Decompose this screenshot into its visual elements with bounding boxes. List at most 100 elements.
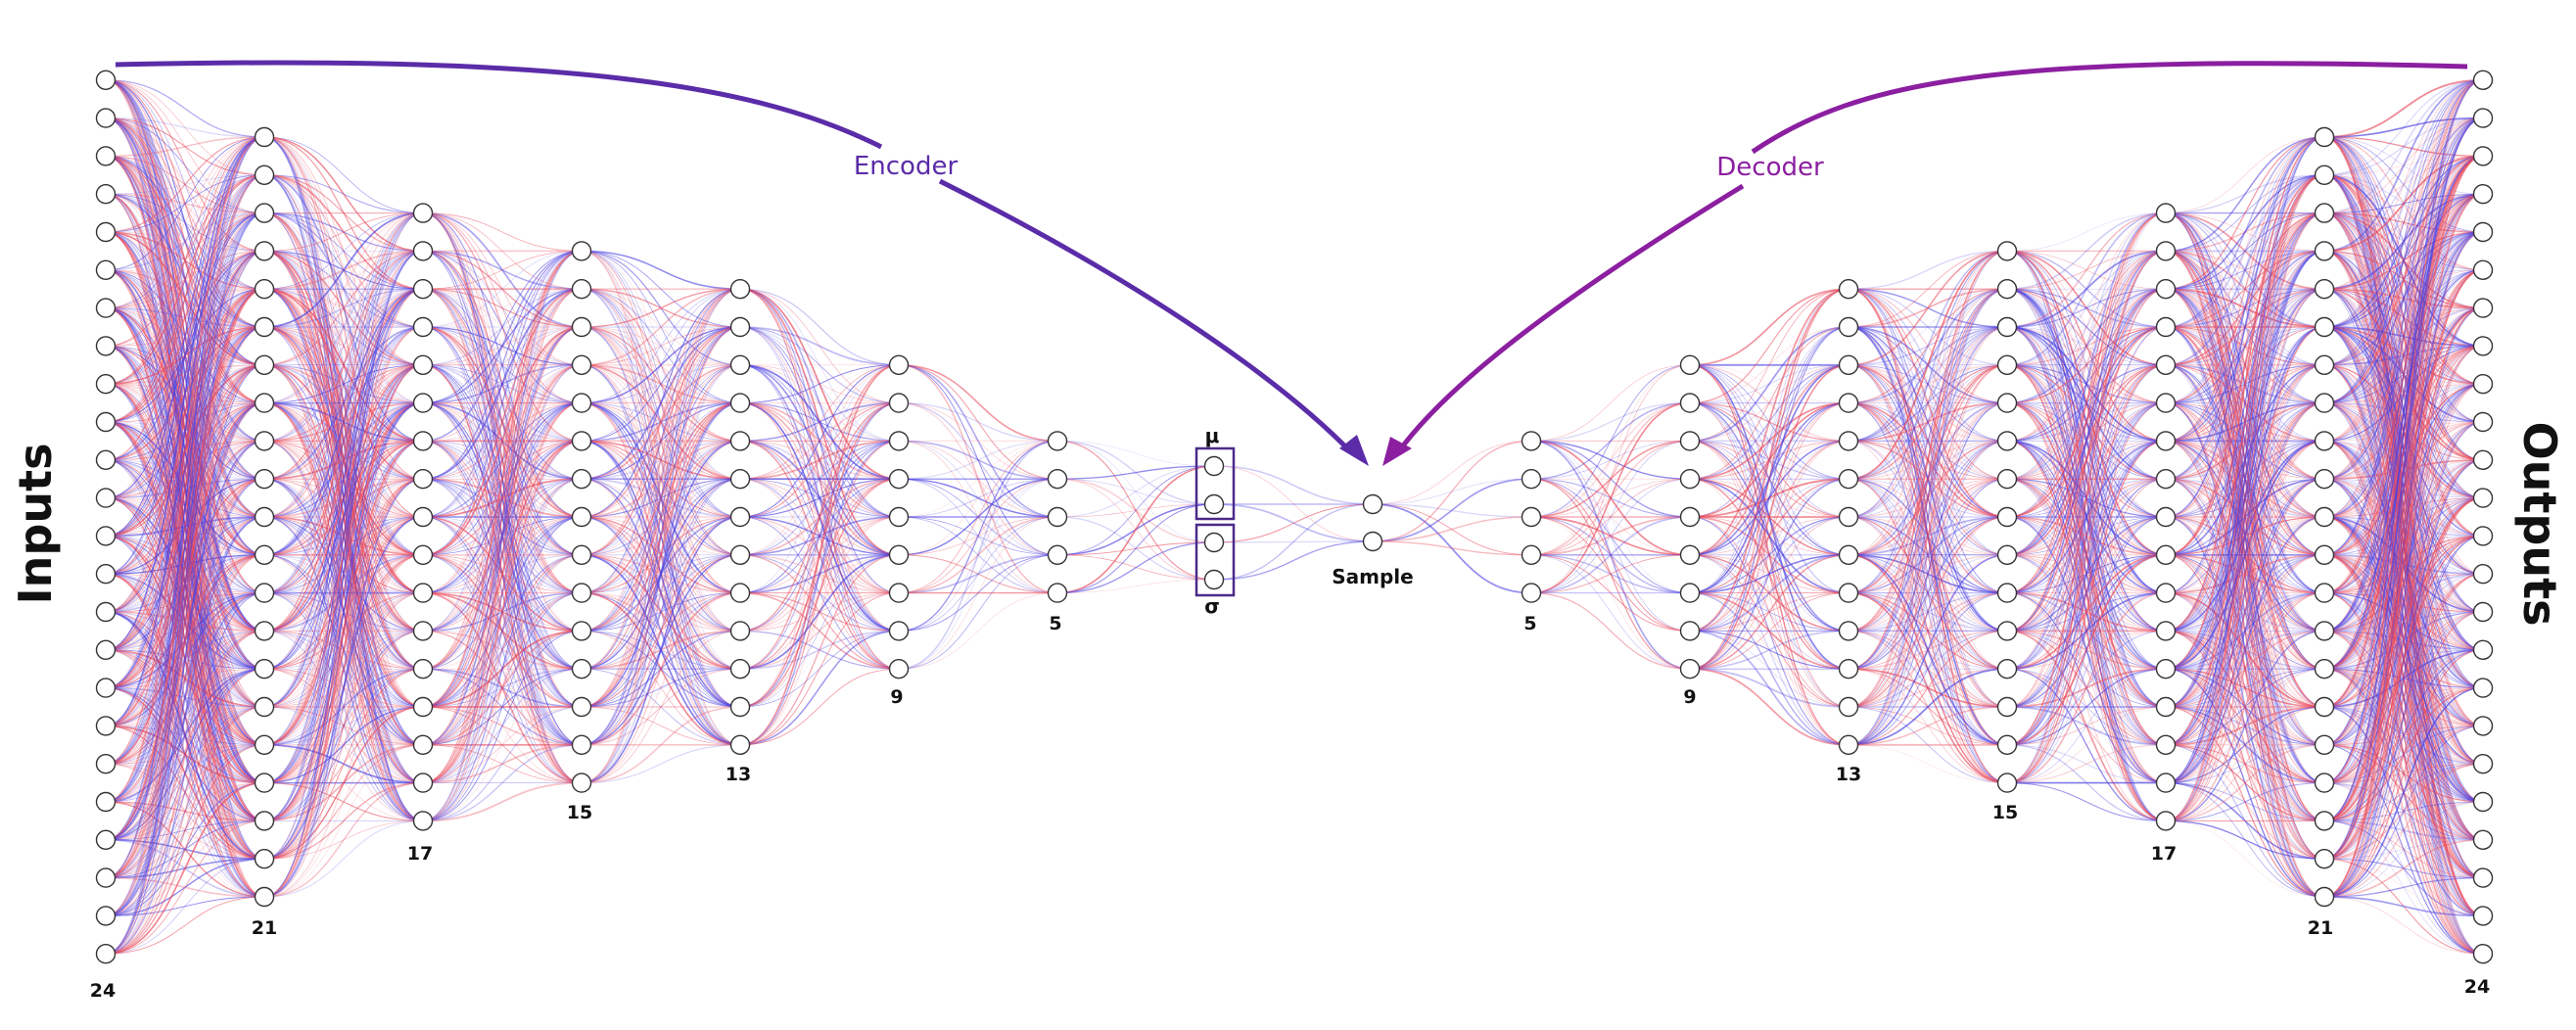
connection-edge [105, 478, 265, 955]
connection-edge [2323, 155, 2484, 671]
connection-edge [1689, 592, 1850, 670]
connection-edge [263, 363, 424, 898]
connection-edge [1848, 516, 2008, 746]
connection-layer [105, 78, 2484, 956]
connection-edge [898, 554, 1058, 632]
connection-edge [105, 516, 265, 955]
network-node [2155, 696, 2177, 718]
connection-edge [581, 250, 741, 290]
connection-edge [1689, 364, 1850, 670]
connection-edge [739, 364, 900, 404]
connection-edge [422, 326, 583, 746]
connection-edge [263, 212, 424, 252]
connection-edge [2006, 251, 2167, 403]
connection-edge [2165, 326, 2325, 746]
connection-edge [105, 858, 265, 955]
connection-edge [422, 706, 583, 822]
network-node [95, 678, 117, 698]
connection-edge [263, 288, 424, 328]
connection-edge [581, 554, 741, 632]
network-node [254, 849, 275, 869]
connection-edge [2323, 193, 2484, 898]
connection-edge [1848, 326, 2008, 518]
network-node [1838, 506, 1859, 528]
connection-edge [2006, 516, 2167, 746]
connection-edge [422, 250, 583, 556]
connection-edge [2323, 117, 2484, 366]
connection-edge [422, 402, 583, 746]
network-node [1679, 506, 1701, 528]
connection-edge [263, 478, 424, 822]
connection-edge [263, 212, 424, 403]
connection-edge [2006, 288, 2167, 784]
connection-edge [581, 591, 741, 746]
network-node [1047, 469, 1068, 490]
connection-edge [898, 478, 1058, 518]
connection-edge [1689, 553, 1850, 632]
connection-edge [2323, 231, 2484, 481]
connection-edge [2323, 838, 2484, 898]
connection-edge [739, 401, 900, 632]
connection-edge [581, 326, 741, 442]
connection-edge [581, 326, 741, 556]
connection-edge [2323, 78, 2484, 214]
connection-edge [1530, 516, 1691, 556]
connection-edge [422, 212, 583, 290]
network-node [2472, 183, 2494, 205]
connection-edge [2323, 876, 2484, 898]
connection-edge [581, 364, 741, 784]
connection-edge [2006, 250, 2167, 480]
connection-edge [105, 174, 265, 879]
connection-edge [422, 250, 583, 632]
connection-edge [2323, 383, 2484, 821]
connection-edge [2006, 212, 2167, 670]
connection-edge [1372, 440, 1532, 542]
connection-edge [105, 212, 265, 916]
connection-edge [2323, 117, 2484, 213]
connection-edge [105, 79, 265, 138]
network-node [2155, 583, 2177, 603]
connection-edge [2006, 250, 2167, 746]
connection-edge [2006, 288, 2167, 443]
connection-edge [105, 401, 265, 879]
network-node [571, 431, 592, 451]
connection-edge [2165, 706, 2325, 822]
connection-edge [422, 706, 583, 783]
network-node [571, 393, 592, 413]
connection-edge [422, 251, 583, 783]
connection-edge [581, 326, 741, 746]
connection-edge [105, 744, 265, 916]
connection-edge [263, 212, 424, 290]
network-node [2155, 659, 2177, 679]
connection-edge [105, 725, 265, 860]
connection-edge [422, 744, 583, 784]
connection-edge [1689, 631, 1850, 708]
connection-edge [2323, 79, 2484, 290]
connection-edge [2323, 193, 2484, 518]
connection-edge [1848, 251, 2008, 632]
connection-edge [422, 251, 583, 290]
connection-edge [105, 631, 265, 841]
network-node [2472, 754, 2494, 774]
connection-edge [2165, 174, 2325, 821]
network-node [254, 583, 275, 603]
connection-edge [2323, 496, 2484, 861]
connection-edge [2323, 611, 2484, 670]
network-node [1996, 393, 2018, 413]
connection-edge [263, 212, 424, 860]
connection-edge [1848, 478, 2008, 708]
connection-edge [581, 251, 741, 328]
network-node [571, 241, 592, 261]
network-node [412, 279, 434, 300]
connection-edge [422, 554, 583, 821]
connection-edge [581, 326, 741, 594]
connection-edge [105, 706, 265, 879]
connection-edge [2006, 288, 2167, 328]
network-node [2314, 811, 2335, 831]
connection-edge [263, 250, 424, 443]
encoder-arrowhead [1339, 435, 1369, 466]
connection-edge [898, 441, 1058, 518]
connection-edge [263, 250, 424, 860]
connection-edge [2165, 782, 2325, 821]
connection-edge [1530, 401, 1691, 518]
